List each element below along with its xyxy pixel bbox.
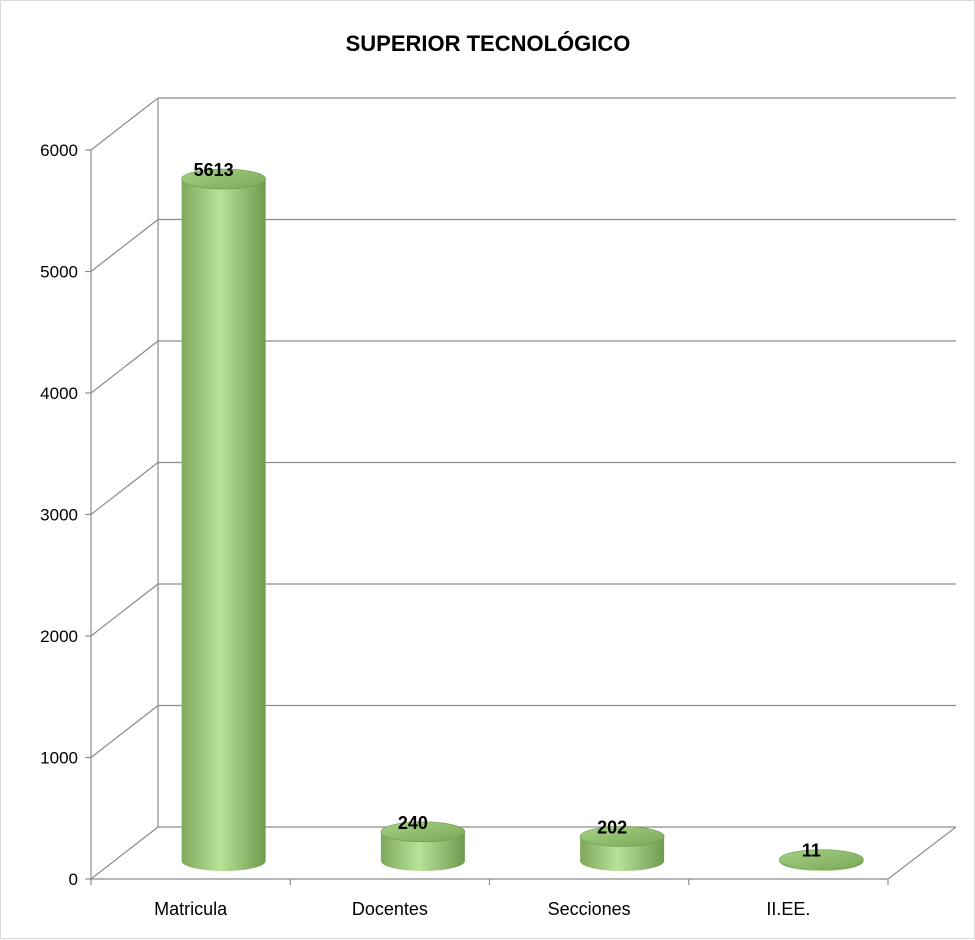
y-axis-ticks: 0 1000 2000 3000 4000 5000 6000 bbox=[40, 141, 91, 889]
y-tick-label: 4000 bbox=[40, 384, 78, 403]
x-tick-label: Docentes bbox=[352, 899, 428, 919]
bars: 5613 240 202 11 bbox=[181, 160, 864, 871]
y-tick-label: 3000 bbox=[40, 506, 78, 525]
y-tick-label: 0 bbox=[69, 870, 78, 889]
data-label: 240 bbox=[398, 813, 428, 833]
gridline-side bbox=[90, 97, 159, 151]
bar: 240 bbox=[380, 813, 466, 871]
bar-top bbox=[380, 821, 466, 843]
data-label: 11 bbox=[802, 841, 821, 861]
data-label: 202 bbox=[597, 817, 627, 837]
gridline-side bbox=[90, 219, 159, 272]
x-tick-label: Matricula bbox=[154, 899, 228, 919]
x-axis-labels: Matricula Docentes Secciones II.EE. bbox=[154, 899, 810, 919]
bar-body bbox=[380, 831, 465, 871]
gridline-side bbox=[90, 340, 159, 394]
gridline-side bbox=[90, 462, 159, 515]
bar: 202 bbox=[579, 817, 665, 871]
bar-top bbox=[181, 168, 266, 190]
y-tick-label: 6000 bbox=[40, 141, 78, 160]
bar-top bbox=[579, 826, 665, 847]
gridline-side bbox=[90, 826, 159, 880]
bar: 5613 bbox=[181, 160, 266, 871]
data-label: 5613 bbox=[194, 160, 234, 180]
gridline-side bbox=[90, 583, 159, 637]
floor-edge bbox=[887, 826, 957, 880]
bar: 11 bbox=[779, 841, 864, 871]
grid-lines bbox=[90, 97, 956, 880]
y-tick-label: 5000 bbox=[40, 263, 78, 282]
y-tick-label: 1000 bbox=[40, 749, 78, 768]
y-tick-label: 2000 bbox=[40, 627, 78, 646]
chart-title: SUPERIOR TECNOLÓGICO bbox=[346, 31, 631, 56]
bar-body bbox=[181, 179, 266, 871]
x-tick-label: Secciones bbox=[548, 899, 631, 919]
gridline-side bbox=[90, 705, 159, 758]
bar-top bbox=[779, 849, 864, 870]
x-tick-label: II.EE. bbox=[766, 899, 810, 919]
